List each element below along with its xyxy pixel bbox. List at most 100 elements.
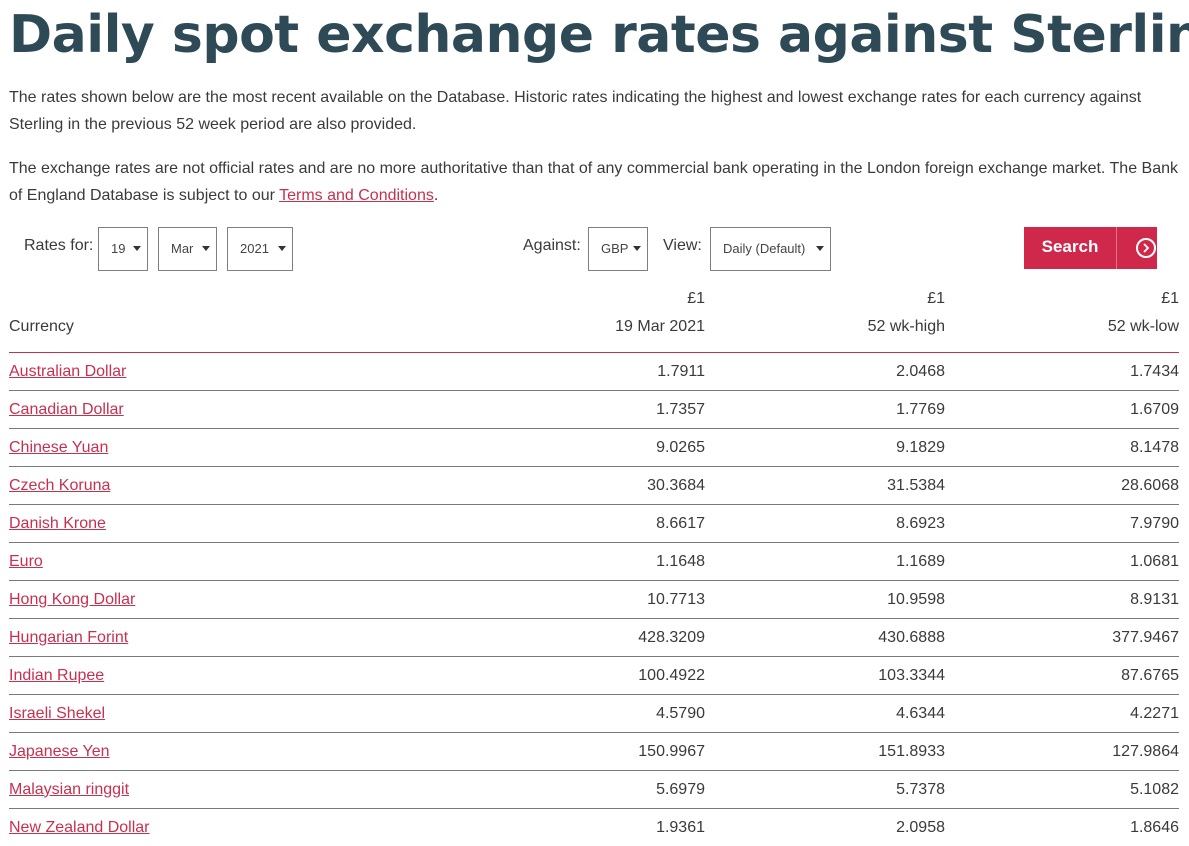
currency-cell: Malaysian ringgit — [9, 770, 529, 809]
terms-and-conditions-link[interactable]: Terms and Conditions — [279, 187, 434, 204]
low-cell: 4.2271 — [945, 694, 1179, 733]
high-cell: 2.0468 — [705, 352, 945, 391]
rates-for-label: Rates for: — [24, 237, 94, 254]
currency-header: Currency — [9, 285, 529, 353]
currency-link[interactable]: Israeli Shekel — [9, 704, 106, 722]
chevron-down-icon — [278, 246, 286, 251]
table-body: Australian Dollar 1.7911 2.0468 1.7434 Canad… — [9, 352, 1179, 846]
view-select[interactable]: Daily (Default) — [710, 227, 831, 271]
currency-cell: Euro — [9, 542, 529, 581]
currency-link[interactable]: Australian Dollar — [9, 362, 127, 380]
unit-label: £1 — [927, 290, 945, 307]
currency-link[interactable]: Indian Rupee — [9, 666, 105, 684]
table-row: Canadian Dollar 1.7357 1.7769 1.6709 — [9, 390, 1179, 429]
date-label: 19 Mar 2021 — [615, 318, 705, 335]
high-cell: 5.7378 — [705, 770, 945, 809]
day-value: 19 — [111, 241, 126, 256]
table-row: Israeli Shekel 4.5790 4.6344 4.2271 — [9, 694, 1179, 733]
high-label: 52 wk-high — [867, 318, 945, 335]
low-cell: 87.6765 — [945, 656, 1179, 695]
high-cell: 430.6888 — [705, 618, 945, 657]
low-cell: 5.1082 — [945, 770, 1179, 809]
currency-cell: Israeli Shekel — [9, 694, 529, 733]
against-value: GBP — [601, 241, 629, 256]
currency-link[interactable]: New Zealand Dollar — [9, 818, 150, 836]
low-cell: 28.6068 — [945, 466, 1179, 505]
currency-cell: Indian Rupee — [9, 656, 529, 695]
currency-cell: Chinese Yuan — [9, 428, 529, 467]
rate-cell: 5.6979 — [529, 770, 705, 809]
low-cell: 7.9790 — [945, 504, 1179, 543]
rate-cell: 1.9361 — [529, 808, 705, 846]
year-select[interactable]: 2021 — [227, 227, 293, 271]
rate-cell: 30.3684 — [529, 466, 705, 505]
high-cell: 1.7769 — [705, 390, 945, 429]
rate-cell: 1.7911 — [529, 352, 705, 391]
currency-cell: Danish Krone — [9, 504, 529, 543]
currency-cell: Canadian Dollar — [9, 390, 529, 429]
intro-text-end: . — [433, 187, 439, 204]
search-button[interactable]: Search — [1024, 227, 1157, 269]
table-row: Euro 1.1648 1.1689 1.0681 — [9, 542, 1179, 581]
chevron-down-icon — [202, 246, 210, 251]
high-cell: 103.3344 — [705, 656, 945, 695]
high-cell: 10.9598 — [705, 580, 945, 619]
rates-controls: Rates for: 19 Mar 2021 Against: GBP View… — [9, 227, 1179, 285]
search-button-label: Search — [1041, 237, 1099, 256]
search-button-divider — [1116, 227, 1117, 269]
currency-link[interactable]: Danish Krone — [9, 514, 106, 532]
table-row: Czech Koruna 30.3684 31.5384 28.6068 — [9, 466, 1179, 505]
currency-link[interactable]: Hong Kong Dollar — [9, 590, 136, 608]
view-label: View: — [663, 237, 702, 254]
table-row: Chinese Yuan 9.0265 9.1829 8.1478 — [9, 428, 1179, 467]
low-label: 52 wk-low — [1107, 318, 1179, 335]
low-cell: 127.9864 — [945, 732, 1179, 771]
low-cell: 8.9131 — [945, 580, 1179, 619]
against-select[interactable]: GBP — [588, 227, 648, 271]
table-row: Danish Krone 8.6617 8.6923 7.9790 — [9, 504, 1179, 543]
currency-link[interactable]: Japanese Yen — [9, 742, 110, 760]
intro-paragraph-2: The exchange rates are not official rate… — [9, 155, 1179, 209]
rate-date-header: £1 19 Mar 2021 — [529, 285, 705, 353]
currency-cell: New Zealand Dollar — [9, 808, 529, 846]
exchange-rates-table: Currency £1 19 Mar 2021 £1 52 wk-high £1 52… — [9, 285, 1179, 846]
chevron-down-icon — [133, 246, 141, 251]
rate-cell: 10.7713 — [529, 580, 705, 619]
rate-cell: 8.6617 — [529, 504, 705, 543]
year-value: 2021 — [240, 241, 269, 256]
high-cell: 1.1689 — [705, 542, 945, 581]
day-select[interactable]: 19 — [98, 227, 148, 271]
rate-cell: 9.0265 — [529, 428, 705, 467]
low-cell: 1.7434 — [945, 352, 1179, 391]
rate-cell: 4.5790 — [529, 694, 705, 733]
view-value: Daily (Default) — [723, 241, 806, 256]
chevron-down-icon — [816, 246, 824, 251]
high-cell: 9.1829 — [705, 428, 945, 467]
currency-link[interactable]: Euro — [9, 552, 43, 570]
table-row: Japanese Yen 150.9967 151.8933 127.9864 — [9, 732, 1179, 771]
low-cell: 8.1478 — [945, 428, 1179, 467]
low-cell: 1.6709 — [945, 390, 1179, 429]
currency-link[interactable]: Malaysian ringgit — [9, 780, 130, 798]
rate-cell: 1.1648 — [529, 542, 705, 581]
currency-cell: Hong Kong Dollar — [9, 580, 529, 619]
table-row: Australian Dollar 1.7911 2.0468 1.7434 — [9, 352, 1179, 391]
unit-label: £1 — [1161, 290, 1179, 307]
currency-link[interactable]: Chinese Yuan — [9, 438, 109, 456]
unit-label: £1 — [687, 290, 705, 307]
month-select[interactable]: Mar — [158, 227, 217, 271]
table-header-row: Currency £1 19 Mar 2021 £1 52 wk-high £1 52… — [9, 285, 1179, 353]
table-row: Malaysian ringgit 5.6979 5.7378 5.1082 — [9, 770, 1179, 809]
currency-link[interactable]: Czech Koruna — [9, 476, 111, 494]
low-cell: 1.0681 — [945, 542, 1179, 581]
low-header: £1 52 wk-low — [945, 285, 1179, 353]
table-row: Hong Kong Dollar 10.7713 10.9598 8.9131 — [9, 580, 1179, 619]
currency-link[interactable]: Hungarian Forint — [9, 628, 129, 646]
intro-text: The exchange rates are not official rate… — [9, 160, 1179, 204]
high-cell: 151.8933 — [705, 732, 945, 771]
currency-link[interactable]: Canadian Dollar — [9, 400, 124, 418]
chevron-right-circle-icon — [1136, 238, 1156, 258]
chevron-down-icon — [633, 246, 641, 251]
rate-cell: 1.7357 — [529, 390, 705, 429]
currency-cell: Australian Dollar — [9, 352, 529, 391]
